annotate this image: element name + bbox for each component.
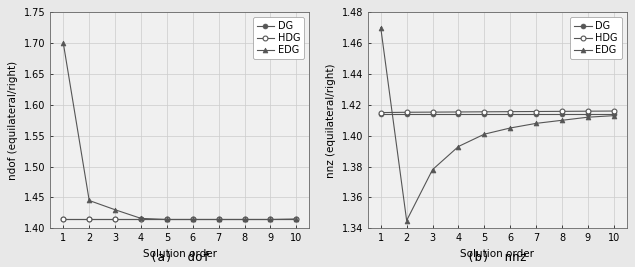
DG [481, 112, 488, 115]
HDG [610, 109, 617, 113]
DG [403, 112, 410, 115]
EDG [377, 26, 385, 29]
EDG [163, 218, 171, 221]
DG [293, 218, 300, 221]
Line: HDG: HDG [378, 109, 616, 115]
Line: HDG: HDG [61, 217, 298, 222]
Line: DG: DG [378, 111, 616, 116]
X-axis label: Solution order: Solution order [143, 249, 217, 259]
Line: EDG: EDG [378, 25, 616, 223]
DG [377, 112, 385, 115]
Line: DG: DG [61, 217, 298, 222]
HDG [163, 218, 171, 221]
Text: (b)  nnz: (b) nnz [467, 251, 527, 264]
DG [60, 218, 67, 221]
Y-axis label: ndof (equilateral/right): ndof (equilateral/right) [8, 61, 18, 180]
EDG [241, 218, 248, 221]
DG [558, 112, 566, 115]
HDG [60, 218, 67, 221]
HDG [189, 218, 197, 221]
DG [584, 112, 592, 115]
Line: EDG: EDG [61, 41, 298, 222]
EDG [506, 126, 514, 129]
EDG [558, 119, 566, 122]
EDG [267, 218, 274, 221]
EDG [481, 133, 488, 136]
HDG [403, 111, 410, 114]
EDG [293, 217, 300, 221]
DG [429, 112, 436, 115]
DG [163, 218, 171, 221]
HDG [377, 111, 385, 114]
DG [85, 218, 93, 221]
EDG [403, 219, 410, 222]
EDG [85, 199, 93, 202]
HDG [267, 218, 274, 221]
Legend: DG, HDG, EDG: DG, HDG, EDG [570, 17, 622, 59]
EDG [137, 217, 145, 220]
DG [506, 112, 514, 115]
DG [111, 218, 119, 221]
Text: (a)  dof: (a) dof [150, 251, 210, 264]
HDG [111, 218, 119, 221]
HDG [455, 110, 462, 113]
HDG [584, 109, 592, 113]
EDG [60, 42, 67, 45]
EDG [584, 116, 592, 119]
DG [189, 218, 197, 221]
Legend: DG, HDG, EDG: DG, HDG, EDG [253, 17, 304, 59]
HDG [215, 218, 222, 221]
EDG [429, 168, 436, 171]
HDG [293, 218, 300, 221]
EDG [189, 218, 197, 221]
HDG [532, 110, 540, 113]
DG [455, 112, 462, 115]
X-axis label: Solution order: Solution order [460, 249, 534, 259]
DG [532, 112, 540, 115]
DG [137, 218, 145, 221]
HDG [137, 218, 145, 221]
EDG [215, 218, 222, 221]
HDG [85, 218, 93, 221]
EDG [610, 114, 617, 117]
HDG [481, 110, 488, 113]
DG [267, 218, 274, 221]
EDG [111, 208, 119, 211]
HDG [429, 111, 436, 114]
DG [215, 218, 222, 221]
EDG [532, 122, 540, 125]
Y-axis label: nnz (equilateral/right): nnz (equilateral/right) [326, 63, 336, 178]
HDG [506, 110, 514, 113]
DG [241, 218, 248, 221]
HDG [558, 110, 566, 113]
HDG [241, 218, 248, 221]
EDG [455, 145, 462, 148]
DG [610, 112, 617, 115]
